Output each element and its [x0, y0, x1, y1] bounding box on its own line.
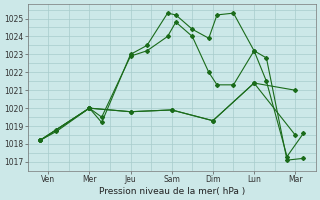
X-axis label: Pression niveau de la mer( hPa ): Pression niveau de la mer( hPa ): [99, 187, 245, 196]
